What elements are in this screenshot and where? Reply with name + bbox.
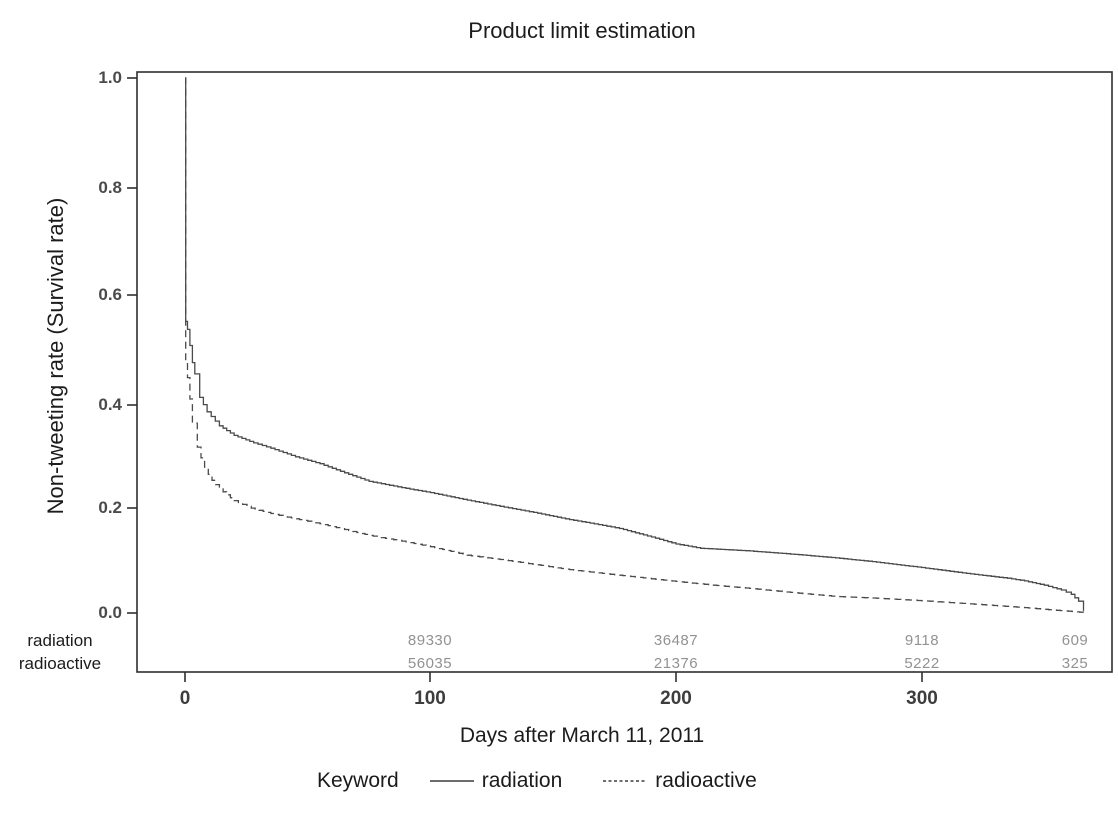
at-risk-row-label-radioactive: radioactive [18, 654, 102, 673]
x-tick-label: 100 [414, 688, 446, 709]
y-tick-label: 0.0 [98, 603, 122, 622]
y-tick-label: 0.8 [98, 178, 122, 197]
x-axis-label: Days after March 11, 2011 [459, 724, 705, 747]
radioactive-curve [185, 77, 1085, 613]
y-tick-label: 1.0 [98, 68, 122, 87]
x-tick-label: 300 [906, 688, 938, 709]
legend-item-radioactive: radioactive [655, 769, 757, 792]
legend: Keyword radiation radioactive [317, 766, 757, 796]
y-tick-label: 0.4 [98, 395, 122, 414]
at-risk-row-label-radiation: radiation [27, 631, 93, 650]
plot-frame [136, 71, 1113, 673]
legend-line-solid-icon [429, 780, 474, 782]
x-tick-marks [184, 672, 923, 682]
at-risk-count: 89330 [407, 632, 453, 649]
y-tick-label: 0.6 [98, 285, 122, 304]
at-risk-count: 56035 [407, 655, 453, 672]
legend-item-radiation: radiation [481, 769, 563, 792]
at-risk-count: 36487 [653, 632, 699, 649]
at-risk-count: 21376 [653, 655, 699, 672]
chart-title: Product limit estimation [468, 18, 696, 43]
at-risk-count: 9118 [904, 632, 940, 649]
at-risk-count: 5222 [904, 655, 940, 672]
y-tick-marks [127, 77, 137, 614]
radiation-curve [185, 77, 1085, 611]
legend-title: Keyword [317, 769, 399, 792]
at-risk-count: 609 [1061, 632, 1089, 649]
x-tick-label: 0 [179, 688, 191, 709]
x-tick-label: 200 [660, 688, 692, 709]
legend-line-dashed-icon [603, 780, 648, 782]
survival-curves [185, 77, 1085, 613]
y-tick-label: 0.2 [98, 498, 122, 517]
at-risk-count: 325 [1061, 655, 1089, 672]
